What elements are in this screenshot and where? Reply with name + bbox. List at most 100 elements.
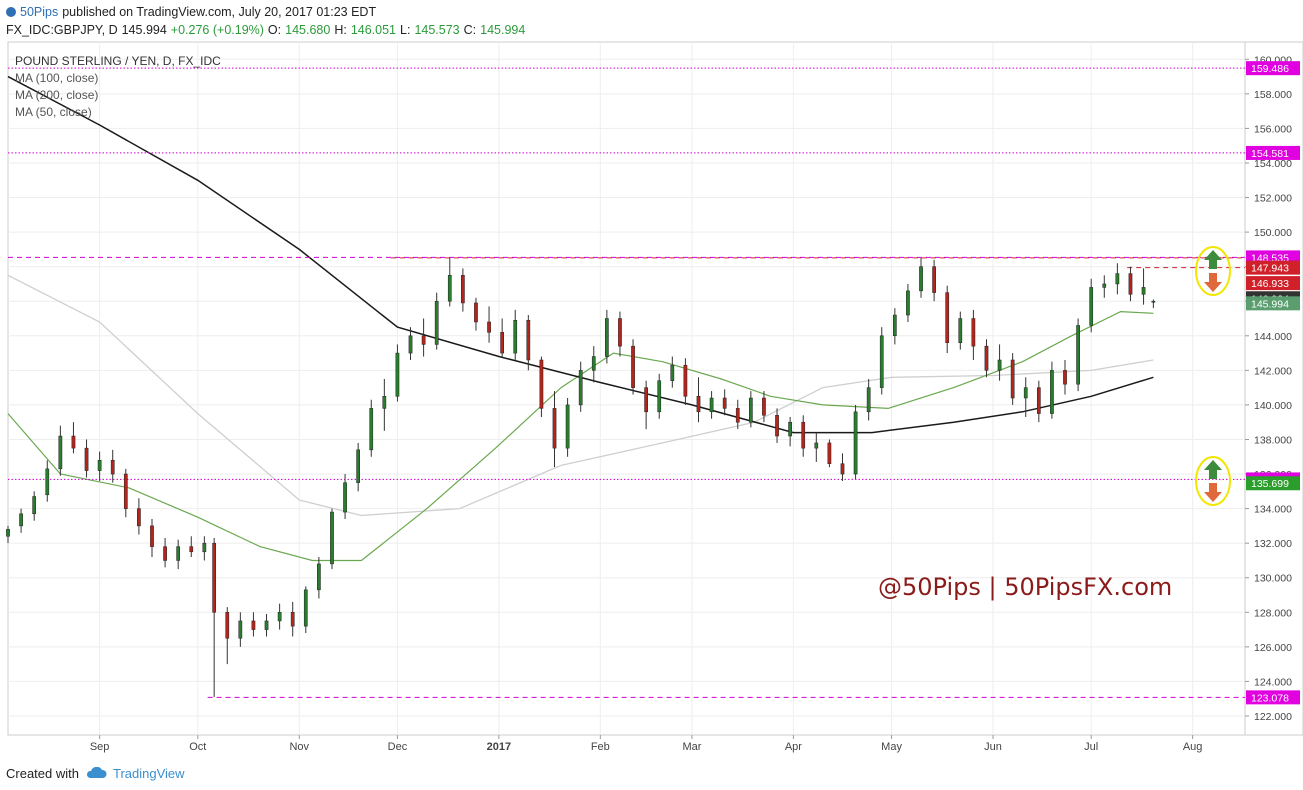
x-tick-label: Sep (90, 741, 110, 753)
candle-body (578, 370, 583, 406)
candle-body (343, 482, 347, 513)
candle-body (644, 387, 648, 413)
arrow-down-icon (1204, 273, 1222, 292)
candle-body (123, 473, 128, 509)
y-tick-label: 150.000 (1254, 227, 1292, 239)
candle-body (19, 513, 23, 527)
candle-body (447, 275, 452, 302)
y-tick-label: 144.000 (1254, 331, 1292, 343)
publisher-link[interactable]: 50Pips (20, 5, 59, 19)
x-tick-label: Feb (591, 741, 610, 753)
y-tick-label: 142.000 (1254, 365, 1292, 377)
candle-body (997, 359, 1002, 371)
level-tag: 159.486 (1251, 63, 1289, 75)
candle-body (303, 589, 308, 627)
high-label: H: (334, 23, 347, 37)
candle-body (461, 275, 465, 304)
price-change: +0.276 (+0.19%) (170, 23, 264, 37)
candle-body (631, 345, 635, 388)
x-tick-label: Dec (388, 741, 408, 753)
candle-body (1036, 387, 1041, 414)
resistance-arrows (1195, 246, 1231, 296)
legend-ma200: MA (200, close) (15, 88, 98, 102)
tradingview-logo-icon (6, 7, 16, 17)
last-price: 145.994 (121, 23, 167, 37)
y-tick-label: 124.000 (1254, 676, 1292, 688)
candle-body (879, 335, 884, 388)
y-tick-label: 156.000 (1254, 123, 1292, 135)
candle-body (683, 364, 688, 397)
candle-body (408, 335, 413, 354)
y-tick-label: 140.000 (1254, 400, 1292, 412)
price-tag-bg (1246, 276, 1300, 291)
candle-body (137, 508, 141, 527)
candle-body (150, 525, 154, 547)
candle-body (591, 356, 596, 371)
legend-ma100: MA (100, close) (15, 71, 98, 85)
candle-body (395, 352, 400, 397)
y-tick-label: 158.000 (1254, 89, 1292, 101)
open-value: 145.680 (285, 23, 331, 37)
candle-body (919, 266, 923, 292)
y-tick-label: 152.000 (1254, 193, 1292, 205)
candle-body (696, 396, 701, 413)
y-tick-label: 122.000 (1254, 711, 1292, 723)
level-tag: 147.943 (1251, 263, 1289, 275)
candle-body (84, 447, 89, 471)
y-tick-label: 132.000 (1254, 538, 1292, 550)
open-label: O: (267, 23, 282, 37)
low-value: 145.573 (414, 23, 460, 37)
x-tick-label: Mar (682, 741, 701, 753)
candle-body (356, 449, 361, 483)
highlight-circle (1195, 246, 1231, 296)
candle-body (552, 408, 557, 449)
arrow-up-icon (1204, 250, 1222, 269)
candle-body (906, 290, 910, 316)
arrow-up-icon (1204, 460, 1222, 479)
candle-body (1115, 273, 1120, 285)
level-tag-bg (1246, 260, 1300, 275)
candle-body (1128, 273, 1133, 295)
ma100-line (7, 274, 1154, 517)
candle-body (840, 463, 845, 475)
tradingview-cloud-icon (86, 767, 107, 778)
candle-body (814, 442, 819, 449)
candle-body (163, 546, 167, 561)
candle-body (202, 542, 207, 553)
y-tick-label: 130.000 (1254, 573, 1292, 585)
candle-body (1089, 287, 1094, 326)
level-tag-bg (1246, 61, 1300, 76)
high-value: 146.051 (350, 23, 396, 37)
candle-body (382, 396, 387, 409)
candle-body (827, 442, 832, 464)
candle-body (1102, 283, 1107, 288)
candle-body (945, 292, 950, 343)
price-chart[interactable]: 160.000158.000156.000154.000152.000150.0… (0, 40, 1303, 760)
candle-body (801, 421, 806, 449)
highlight-circle (1195, 456, 1231, 506)
candle-body (866, 387, 871, 413)
candle-body (189, 546, 194, 553)
candle-body (722, 397, 727, 409)
candle-body (1151, 300, 1156, 303)
x-tick-label: May (881, 741, 902, 753)
candle-body (434, 300, 439, 345)
candle-body (238, 620, 243, 639)
candle-body (539, 359, 544, 409)
candle-body (317, 563, 321, 591)
candle-body (97, 459, 102, 471)
candle-body (853, 411, 858, 475)
candle-body (110, 459, 115, 475)
candle-body (45, 468, 50, 496)
tradingview-link[interactable]: TradingView (112, 765, 185, 781)
footer: Created with TradingView (6, 764, 185, 782)
x-tick-label: Aug (1183, 741, 1203, 753)
candle-body (474, 302, 478, 323)
candle-body (670, 364, 675, 381)
price-tag: 135.699 (1251, 478, 1289, 490)
candle-body (32, 496, 37, 515)
arrow-down-icon (1204, 483, 1222, 502)
symbol-label: FX_IDC:GBPJPY, D (6, 23, 118, 37)
level-tag-bg (1246, 690, 1300, 705)
candle-body (1141, 287, 1146, 295)
